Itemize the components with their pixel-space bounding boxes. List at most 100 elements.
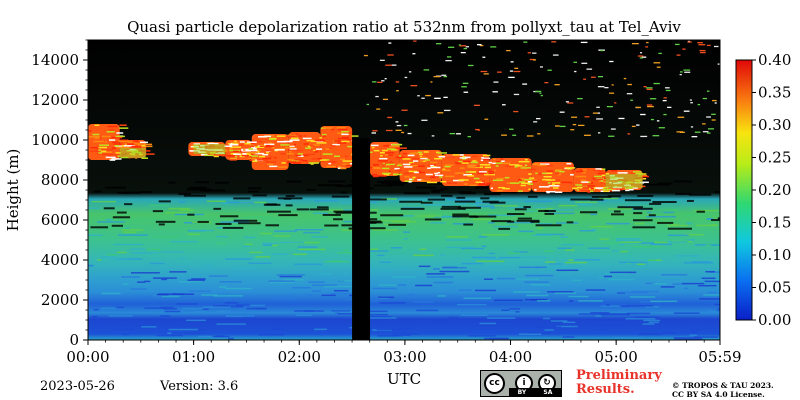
signal-streak [186,319,206,322]
signal-streak [554,217,568,219]
signal-streak [626,312,650,315]
sky-speckle [508,76,515,79]
signal-streak [377,335,399,337]
signal-streak [390,334,411,337]
cirrus-speckle [389,145,400,148]
signal-streak [708,310,720,313]
cirrus-speckle [280,144,290,146]
y-tick-label: 10000 [31,131,79,149]
sky-speckle [384,78,387,80]
cirrus-speckle [430,164,434,167]
noise-speckle [482,200,499,203]
signal-streak [673,312,700,314]
noise-speckle [112,216,131,219]
sky-speckle [555,125,560,127]
cirrus-speckle [119,139,129,142]
cirrus-speckle [337,142,345,144]
sky-speckle [404,76,408,79]
cirrus-speckle [246,141,257,143]
signal-streak [515,311,520,313]
noise-speckle [238,222,261,225]
signal-streak [575,201,598,203]
cirrus-speckle [144,153,155,155]
signal-streak [488,252,495,255]
signal-streak [554,292,577,294]
signal-streak [150,219,163,221]
signal-streak [547,266,568,269]
cirrus-speckle [628,188,634,191]
cirrus-speckle [305,147,311,149]
signal-streak [445,239,472,241]
sky-speckle [544,81,549,84]
cirrus-speckle [417,171,425,174]
signal-streak [121,276,140,278]
cirrus-speckle [370,151,373,154]
cirrus-speckle [279,153,289,155]
sky-speckle [691,135,698,138]
cirrus-speckle [233,153,241,156]
cirrus-speckle [575,175,587,178]
sky-speckle [687,41,692,43]
noise-speckle [248,190,259,193]
cirrus-speckle [269,137,277,140]
signal-streak [488,265,507,268]
cirrus-speckle [208,142,215,145]
signal-streak [262,218,282,220]
signal-streak [505,325,515,327]
cirrus-speckle [223,144,234,147]
signal-streak [372,229,398,231]
sky-speckle [643,85,647,88]
noise-speckle [617,206,643,209]
signal-streak [323,285,352,288]
signal-streak [296,250,320,253]
sky-speckle [448,46,455,48]
x-tick-label: 05:00 [595,348,638,366]
noise-speckle [331,195,350,198]
cirrus-speckle [528,188,531,191]
cirrus-speckle [265,144,270,147]
cirrus-speckle [488,170,494,173]
cirrus-speckle [317,157,323,160]
noise-speckle [686,199,694,202]
cirrus-speckle [587,185,595,187]
cirrus-speckle [635,172,643,175]
cirrus-speckle [546,179,556,181]
signal-streak [390,247,402,249]
sky-speckle [571,116,578,118]
cirrus-speckle [617,172,628,174]
cirrus-speckle [406,165,412,167]
noise-speckle [538,209,549,212]
cirrus-speckle [637,175,649,178]
cirrus-speckle [429,161,438,164]
cirrus-speckle [541,172,547,175]
cirrus-speckle [510,182,520,184]
signal-streak [398,327,416,330]
cirrus-speckle [505,165,516,168]
cirrus-speckle [599,169,603,171]
cirrus-speckle [316,142,327,144]
cirrus-speckle [239,155,245,158]
cirrus-speckle [99,144,110,146]
cirrus-speckle [93,140,105,143]
cirrus-speckle [554,172,559,175]
signal-streak [157,317,165,320]
cirrus-speckle [351,135,359,137]
cc-license-badge: cc i ↻ BY SA [480,370,562,397]
signal-streak [600,305,621,308]
cirrus-speckle [424,159,430,161]
sky-speckle [646,104,653,106]
noise-speckle [644,183,670,186]
signal-streak [439,270,470,273]
signal-streak [525,274,554,277]
sky-speckle [591,76,596,78]
signal-streak [426,273,446,275]
cirrus-speckle [514,166,518,168]
signal-streak [596,324,625,327]
noise-speckle [492,191,518,194]
cirrus-speckle [114,144,119,147]
signal-streak [682,214,712,217]
signal-streak [424,204,454,206]
cirrus-speckle [459,157,468,159]
noise-speckle [591,195,612,198]
signal-streak [705,270,715,273]
